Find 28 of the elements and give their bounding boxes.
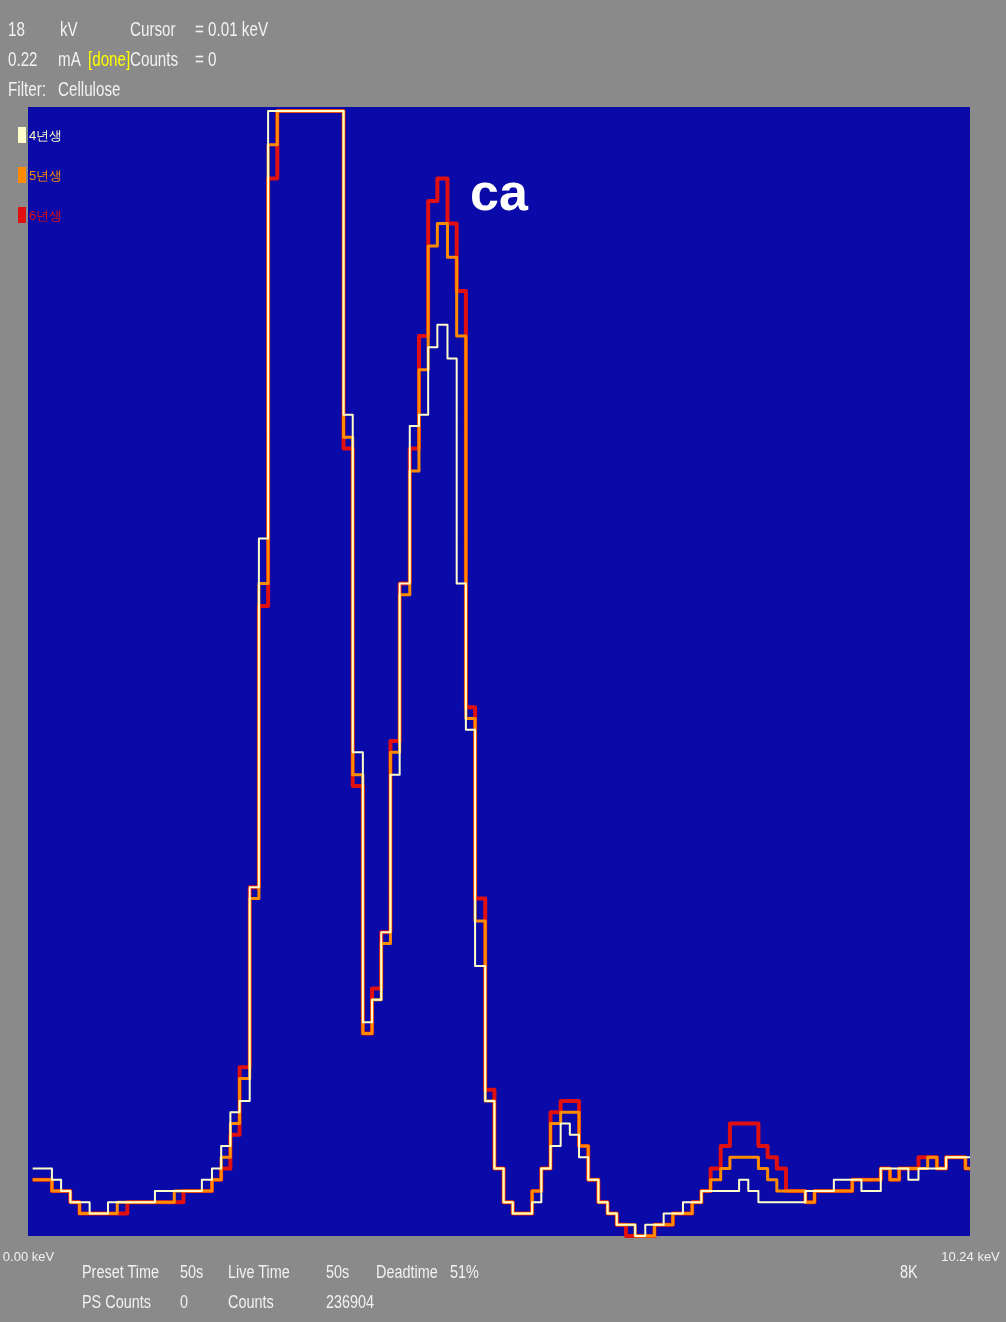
text: 18: [8, 17, 25, 41]
legend-label: 4년생: [29, 128, 63, 143]
text: Preset Time: [82, 1261, 159, 1283]
text: 8K: [900, 1261, 919, 1283]
text: Cursor: [130, 17, 176, 41]
text: Counts: [228, 1291, 274, 1313]
text: = 0.01 keV: [195, 17, 269, 41]
text: Filter:: [8, 77, 46, 101]
text: Cellulose: [58, 77, 121, 101]
annotation: ca: [470, 163, 529, 221]
legend-label: 5년생: [29, 168, 63, 183]
text: 0.22: [8, 47, 38, 71]
text: = 0: [195, 47, 217, 71]
legend-label: 6년생: [29, 208, 63, 223]
text: Live Time: [228, 1261, 290, 1283]
text: 51%: [450, 1261, 479, 1283]
text: Deadtime: [376, 1261, 438, 1283]
text: mA: [58, 47, 81, 71]
text: kV: [60, 17, 78, 41]
text: PS Counts: [82, 1291, 151, 1313]
text: Counts: [130, 47, 179, 71]
text: 50s: [326, 1261, 350, 1283]
x-tick-label: 10.24 keV: [941, 1249, 1001, 1265]
text: 236904: [326, 1291, 375, 1313]
text: [done]: [88, 47, 131, 71]
text: 50s: [180, 1261, 204, 1283]
x-tick-label: 0.00 keV: [2, 1249, 55, 1265]
text: 0: [180, 1291, 189, 1313]
